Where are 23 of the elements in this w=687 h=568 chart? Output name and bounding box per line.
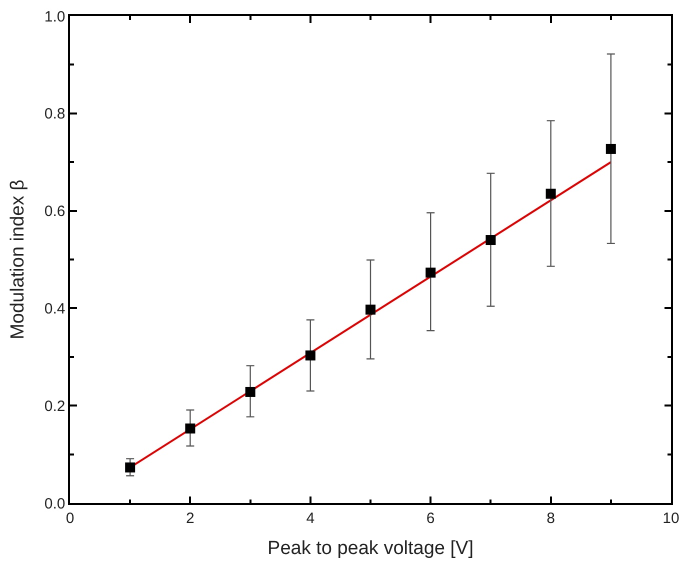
- x-tick-label: 4: [306, 510, 315, 527]
- x-axis-title: Peak to peak voltage [V]: [268, 538, 474, 560]
- y-tick-label: 0.8: [44, 106, 66, 123]
- y-tick-label: 0.6: [44, 203, 66, 220]
- point: [546, 188, 556, 199]
- point: [245, 386, 256, 397]
- point: [486, 235, 496, 246]
- x-tick-label: 6: [426, 510, 435, 527]
- x-tick-label: 10: [662, 510, 680, 527]
- y-tick-label: 0.2: [44, 398, 66, 415]
- point: [606, 144, 616, 154]
- y-tick-label: 0.0: [44, 495, 66, 512]
- y-axis-title: Modulation index β: [8, 180, 29, 340]
- y-tick-label: 1.0: [44, 8, 66, 26]
- x-tick-label: 0: [66, 510, 74, 527]
- point: [305, 350, 316, 360]
- point: [185, 423, 196, 434]
- y-tick-label: 0.4: [44, 300, 66, 318]
- x-tick-label: 8: [546, 510, 555, 527]
- x-tick-label: 2: [186, 510, 194, 527]
- point: [426, 268, 436, 278]
- point: [125, 462, 136, 472]
- point: [366, 304, 376, 315]
